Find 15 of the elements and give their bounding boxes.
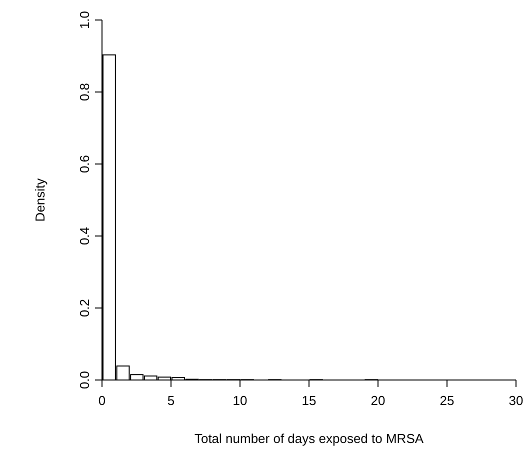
x-tick-label: 15 <box>302 393 316 408</box>
x-tick-label: 20 <box>370 393 386 408</box>
x-tick-label: 30 <box>508 393 524 408</box>
y-tick-label: 0.6 <box>77 154 92 174</box>
y-tick-label: 0.4 <box>77 226 92 246</box>
x-tick-label: 25 <box>440 393 454 408</box>
x-tick-label: 10 <box>232 393 248 408</box>
x-axis-title: Total number of days exposed to MRSA <box>194 431 424 446</box>
y-axis-title: Density <box>32 178 48 222</box>
y-tick-label: 0.8 <box>77 82 92 102</box>
x-tick-label: 5 <box>167 393 175 408</box>
x-tick-label: 0 <box>98 393 106 408</box>
y-tick-label: 0.0 <box>77 370 92 390</box>
y-tick-label: 0.2 <box>77 298 92 318</box>
y-tick-label: 1.0 <box>77 10 92 30</box>
